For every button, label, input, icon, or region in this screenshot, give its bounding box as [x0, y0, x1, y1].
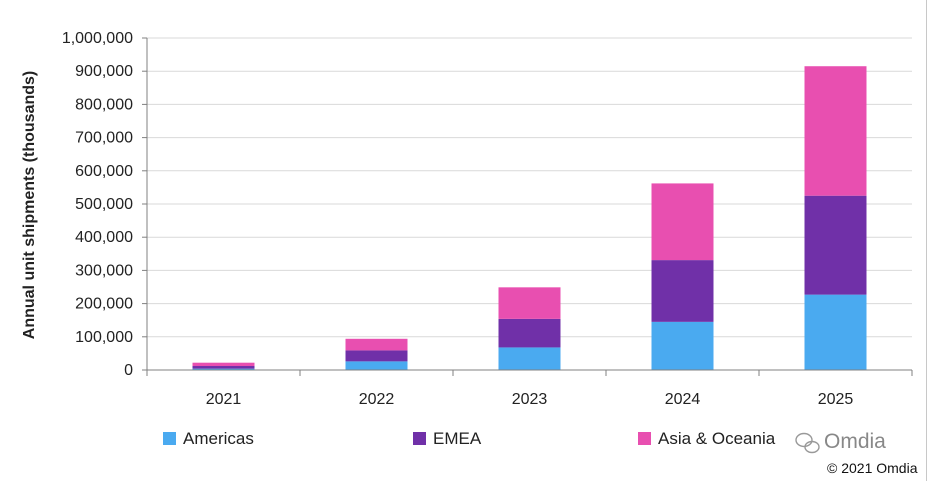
legend-item: EMEA [413, 429, 482, 448]
bar-segment [192, 366, 255, 369]
bar-segment [651, 260, 714, 322]
x-tick-labels: 2021 2022 2023 2024 2025 [206, 391, 854, 408]
bar-segment [498, 318, 561, 348]
legend-label: Asia & Oceania [658, 429, 776, 448]
bars [192, 66, 867, 370]
x-tick-label: 2024 [665, 391, 701, 408]
bar-segment [498, 347, 561, 370]
omdia-watermark: Omdia [795, 430, 886, 454]
bar-segment [345, 350, 408, 362]
bar-segment [345, 338, 408, 351]
y-axis-title: Annual unit shipments (thousands) [21, 71, 38, 339]
legend-swatch [163, 432, 176, 445]
y-tick-label: 400,000 [75, 229, 133, 246]
x-tick-label: 2023 [512, 391, 548, 408]
y-tick-label: 800,000 [75, 96, 133, 113]
bar-segment [651, 321, 714, 370]
legend-label: EMEA [433, 429, 482, 448]
legend-swatch [638, 432, 651, 445]
y-tick-label: 1,000,000 [62, 30, 133, 47]
legend-item: Americas [163, 429, 254, 448]
y-tick-label: 900,000 [75, 63, 133, 80]
legend-label: Americas [183, 429, 254, 448]
bar-segment [804, 294, 867, 370]
legend-item: Asia & Oceania [638, 429, 776, 448]
bar-segment [192, 362, 255, 367]
bar-segment [804, 195, 867, 295]
copyright: © 2021 Omdia [827, 460, 918, 476]
bar-segment [192, 368, 255, 370]
x-tick-label: 2025 [818, 391, 854, 408]
legend-swatch [413, 432, 426, 445]
y-tick-labels: 0 100,000 200,000 300,000 400,000 500,000 600,… [62, 30, 133, 379]
bar-segment [804, 66, 867, 196]
axes [146, 38, 913, 376]
wechat-icon [795, 432, 820, 454]
y-tick-label: 0 [124, 362, 133, 379]
y-tick-label: 200,000 [75, 296, 133, 313]
legend: Americas EMEA Asia & Oceania [163, 429, 776, 448]
watermark-text: Omdia [824, 430, 886, 453]
bar-segment [651, 183, 714, 261]
x-tick-label: 2021 [206, 391, 242, 408]
y-tick-label: 600,000 [75, 163, 133, 180]
right-border [926, 0, 927, 481]
y-tick-label: 300,000 [75, 262, 133, 279]
x-tick-label: 2022 [359, 391, 395, 408]
bar-segment [345, 361, 408, 370]
y-tick-label: 700,000 [75, 130, 133, 147]
gridlines [142, 37, 912, 371]
bar-segment [498, 287, 561, 319]
y-tick-label: 100,000 [75, 329, 133, 346]
y-tick-label: 500,000 [75, 196, 133, 213]
